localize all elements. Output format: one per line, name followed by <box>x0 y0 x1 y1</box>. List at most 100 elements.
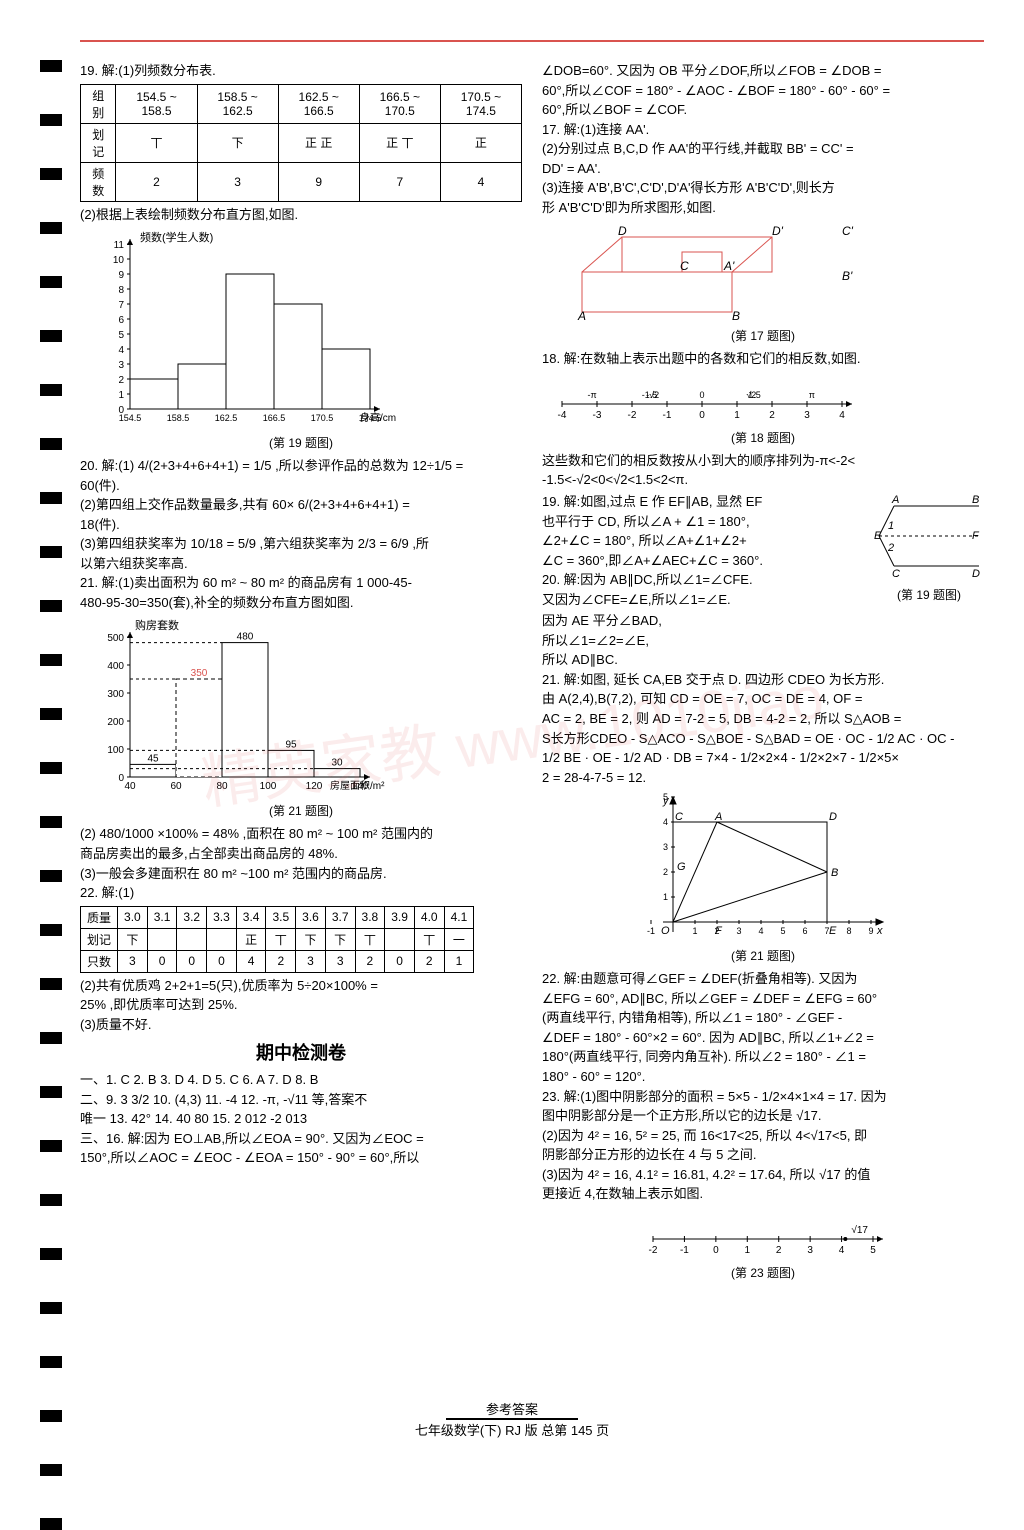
ans-4: 三、16. 解:因为 EO⊥AB,所以∠EOA = 90°. 又因为∠EOC = <box>80 1130 522 1148</box>
q21-hist-caption: (第 21 题图) <box>80 802 522 819</box>
ans-3: 唯一 13. 42° 14. 40 80 15. 2 012 -2 013 <box>80 1110 522 1128</box>
q21r-l6: 2 = 28-4-7-5 = 12. <box>542 769 984 787</box>
svg-text:1: 1 <box>745 1245 751 1256</box>
content-columns: 19. 解:(1)列频数分布表. 组别154.5 ~ 158.5158.5 ~ … <box>80 60 984 1287</box>
q22r-l6: 180° - 60° = 120°. <box>542 1068 984 1086</box>
svg-text:8: 8 <box>118 285 124 296</box>
q20-l2: 60(件). <box>80 477 522 495</box>
q19r-l4: ∠C = 360°,即∠A+∠AEC+∠C = 360°. <box>542 552 866 570</box>
svg-text:1.5: 1.5 <box>748 390 761 400</box>
q19-histogram: 01234567891011154.5158.5162.5166.5170.51… <box>80 229 522 451</box>
q20-l1: 20. 解:(1) 4/(2+3+4+6+4+1) = 1/5 ,所以参评作品的… <box>80 457 522 475</box>
svg-text:F: F <box>972 530 980 542</box>
svg-text:2: 2 <box>663 867 668 877</box>
svg-text:B': B' <box>842 269 853 283</box>
ans-5: 150°,所以∠AOC = ∠EOC - ∠EOA = 150° - 90° =… <box>80 1149 522 1167</box>
svg-text:3: 3 <box>118 360 124 371</box>
q21-l5: (3)一般会多建面积在 80 m² ~100 m² 范围内的商品房. <box>80 865 522 883</box>
q19r-l2: 也平行于 CD, 所以∠A + ∠1 = 180°, <box>542 513 866 531</box>
svg-text:9: 9 <box>118 270 124 281</box>
q20-l5: (3)第四组获奖率为 10/18 = 5/9 ,第六组获奖率为 2/3 = 6/… <box>80 535 522 553</box>
top-divider <box>80 40 984 42</box>
q17-l3: DD' = AA'. <box>542 160 984 178</box>
q22-l4: (3)质量不好. <box>80 1016 522 1034</box>
svg-text:10: 10 <box>113 255 125 266</box>
svg-text:-2: -2 <box>628 410 637 421</box>
q19r-caption: (第 19 题图) <box>874 586 984 603</box>
svg-text:0: 0 <box>713 1245 719 1256</box>
svg-text:A: A <box>891 494 899 506</box>
ans-1: 一、1. C 2. B 3. D 4. D 5. C 6. A 7. D 8. … <box>80 1071 522 1089</box>
svg-text:-3: -3 <box>593 410 602 421</box>
q17-caption: (第 17 题图) <box>542 327 984 344</box>
q21-l3: (2) 480/1000 ×100% = 48% ,面积在 80 m² ~ 10… <box>80 825 522 843</box>
svg-text:D: D <box>972 568 980 580</box>
svg-text:2: 2 <box>887 542 894 554</box>
q20r-l3: 因为 AE 平分∠BAD, <box>542 612 984 630</box>
q19r-l1: 19. 解:如图,过点 E 作 EF∥AB, 显然 EF <box>542 493 866 511</box>
svg-text:8: 8 <box>846 926 851 936</box>
c16-l2: 60°,所以∠COF = 180° - ∠AOC - ∠BOF = 180° -… <box>542 82 984 100</box>
q18-numberline: -4-3-2-101234-π-1.5-√20√21.5π (第 18 题图) <box>542 374 984 446</box>
svg-text:A': A' <box>723 259 735 273</box>
svg-text:6: 6 <box>118 315 124 326</box>
q20r-l5: 所以 AD∥BC. <box>542 651 984 669</box>
svg-text:购房套数: 购房套数 <box>135 618 179 632</box>
q23r-l3: (2)因为 4² = 16, 5² = 25, 而 16<17<25, 所以 4… <box>542 1127 984 1145</box>
q23-caption: (第 23 题图) <box>542 1264 984 1281</box>
q21r-diagram: -1123456789-112345 CAD GB OFE xy (第 21 题… <box>542 792 984 964</box>
svg-text:π: π <box>809 390 815 400</box>
c16-l1: ∠DOB=60°. 又因为 OB 平分∠DOF,所以∠FOB = ∠DOB = <box>542 62 984 80</box>
q21-l4: 商品房卖出的最多,占全部卖出商品房的 48%. <box>80 845 522 863</box>
q22-table: 质量3.03.13.23.33.43.53.63.73.83.94.04.1划记… <box>80 906 474 973</box>
q21-l1: 21. 解:(1)卖出面积为 60 m² ~ 80 m² 的商品房有 1 000… <box>80 574 522 592</box>
svg-text:162.5: 162.5 <box>215 413 238 423</box>
q21r-caption: (第 21 题图) <box>542 947 984 964</box>
svg-text:300: 300 <box>107 689 124 700</box>
svg-text:D': D' <box>772 224 784 238</box>
svg-text:1: 1 <box>734 410 740 421</box>
svg-text:C: C <box>892 568 900 580</box>
q18-l3: -1.5<-√2<0<√2<1.5<2<π. <box>542 471 984 489</box>
svg-text:1: 1 <box>692 926 697 936</box>
q18-caption: (第 18 题图) <box>542 429 984 446</box>
q19-intro: 19. 解:(1)列频数分布表. <box>80 62 522 80</box>
q17-diagram: AB CD A'B' C'D' (第 17 题图) <box>542 222 984 344</box>
svg-text:40: 40 <box>124 781 136 792</box>
svg-text:1: 1 <box>663 892 668 902</box>
svg-text:频数(学生人数): 频数(学生人数) <box>140 230 213 244</box>
q19r-diagram: AB EF CD 12 (第 19 题图) <box>874 491 984 610</box>
q23r-l1: 23. 解:(1)图中阴影部分的面积 = 5×5 - 1/2×4×1×4 = 1… <box>542 1088 984 1106</box>
svg-text:5: 5 <box>870 1245 876 1256</box>
svg-text:F: F <box>715 925 723 937</box>
svg-text:3: 3 <box>804 410 810 421</box>
svg-text:D: D <box>618 224 627 238</box>
svg-text:C: C <box>680 259 689 273</box>
svg-text:158.5: 158.5 <box>167 413 190 423</box>
q21r-l3: AC = 2, BE = 2, 则 AD = 7-2 = 5, DB = 4-2… <box>542 710 984 728</box>
svg-text:0: 0 <box>699 410 705 421</box>
q22r-l3: (两直线平行, 内错角相等), 所以∠1 = 180° - ∠GEF - <box>542 1009 984 1027</box>
svg-text:C: C <box>675 811 683 823</box>
svg-text:G: G <box>677 861 686 873</box>
svg-text:身高/cm: 身高/cm <box>360 411 396 424</box>
q21r-l1: 21. 解:如图, 延长 CA,EB 交于点 D. 四边形 CDEO 为长方形. <box>542 671 984 689</box>
svg-text:2: 2 <box>769 410 775 421</box>
svg-text:4: 4 <box>758 926 763 936</box>
q19r-l3: ∠2+∠C = 180°, 所以∠A+∠1+∠2+ <box>542 532 866 550</box>
svg-text:100: 100 <box>260 781 277 792</box>
svg-text:2: 2 <box>118 375 124 386</box>
svg-text:30: 30 <box>331 758 343 769</box>
q22-l3: 25% ,即优质率可达到 25%. <box>80 996 522 1014</box>
svg-text:-1: -1 <box>680 1245 689 1256</box>
q21-l2: 480-95-30=350(套),补全的频数分布直方图如图. <box>80 594 522 612</box>
svg-text:100: 100 <box>107 745 124 756</box>
q21r-l5: 1/2 BE · OE - 1/2 AD · DB = 7×4 - 1/2×2×… <box>542 749 984 767</box>
svg-text:-√2: -√2 <box>646 390 659 400</box>
q21r-l4: S长方形CDEO - S△ACO - S△BOE - S△BAD = OE · … <box>542 730 984 748</box>
svg-text:60: 60 <box>170 781 182 792</box>
svg-text:O: O <box>661 925 670 937</box>
svg-text:166.5: 166.5 <box>263 413 286 423</box>
svg-text:A: A <box>714 811 722 823</box>
svg-text:120: 120 <box>306 781 323 792</box>
